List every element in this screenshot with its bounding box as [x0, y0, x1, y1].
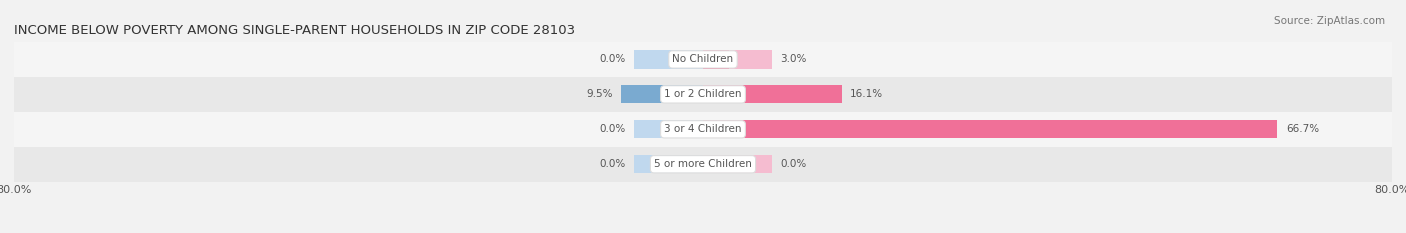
Text: No Children: No Children [672, 55, 734, 64]
Bar [14, 42, 1392, 77]
Bar [703, 120, 1278, 138]
Bar [621, 85, 703, 103]
Text: 1 or 2 Children: 1 or 2 Children [664, 89, 742, 99]
Bar [703, 50, 728, 69]
Text: 16.1%: 16.1% [851, 89, 883, 99]
Bar [621, 85, 703, 103]
Bar [703, 155, 772, 173]
Bar [703, 85, 842, 103]
Text: 0.0%: 0.0% [599, 159, 626, 169]
Text: 9.5%: 9.5% [586, 89, 613, 99]
Bar [14, 77, 1392, 112]
Text: 3.0%: 3.0% [780, 55, 807, 64]
Text: 0.0%: 0.0% [599, 124, 626, 134]
Bar [703, 50, 772, 69]
Text: 0.0%: 0.0% [599, 55, 626, 64]
Text: Source: ZipAtlas.com: Source: ZipAtlas.com [1274, 16, 1385, 26]
Bar [634, 120, 703, 138]
Text: INCOME BELOW POVERTY AMONG SINGLE-PARENT HOUSEHOLDS IN ZIP CODE 28103: INCOME BELOW POVERTY AMONG SINGLE-PARENT… [14, 24, 575, 37]
Bar [14, 147, 1392, 182]
Text: 66.7%: 66.7% [1286, 124, 1319, 134]
Bar [634, 50, 703, 69]
Text: 0.0%: 0.0% [780, 159, 807, 169]
Bar [703, 85, 842, 103]
Text: 5 or more Children: 5 or more Children [654, 159, 752, 169]
Text: 3 or 4 Children: 3 or 4 Children [664, 124, 742, 134]
Bar [634, 155, 703, 173]
Bar [703, 120, 1278, 138]
Bar [14, 112, 1392, 147]
